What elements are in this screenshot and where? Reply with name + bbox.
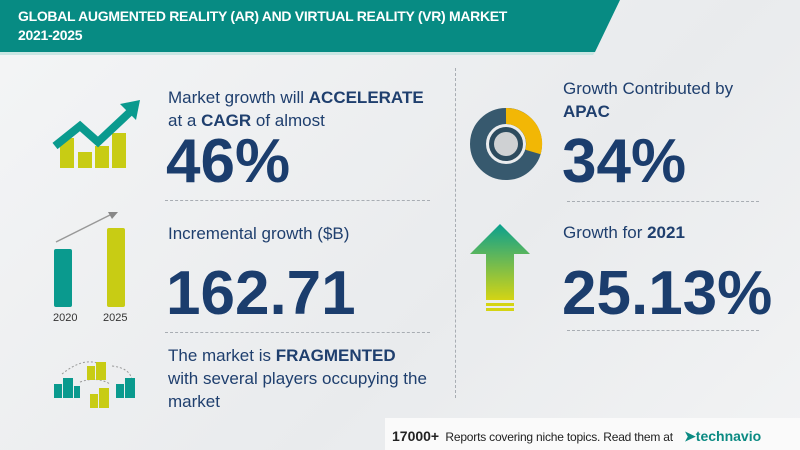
growth-bar-comparison-icon bbox=[54, 212, 125, 307]
technavio-logo[interactable]: ➤technavio bbox=[684, 428, 762, 444]
donut-chart-icon bbox=[470, 108, 543, 180]
column-divider bbox=[455, 68, 456, 398]
header-background bbox=[0, 0, 620, 55]
region-value: 34% bbox=[562, 127, 687, 196]
footer-bar bbox=[385, 418, 800, 450]
divider bbox=[165, 332, 430, 333]
yoy-growth-label: Growth for 2021 bbox=[563, 223, 685, 242]
bar-year-2025: 2025 bbox=[103, 312, 128, 324]
connected-buildings-icon bbox=[54, 361, 135, 408]
up-arrow-icon bbox=[470, 224, 530, 311]
page-title: GLOBAL AUGMENTED REALITY (AR) AND VIRTUA… bbox=[18, 8, 508, 43]
bar-year-2020: 2020 bbox=[53, 312, 78, 324]
incremental-growth-value: 162.71 bbox=[166, 259, 356, 328]
incremental-growth-label: Incremental growth ($B) bbox=[168, 224, 350, 243]
cagr-label: Market growth will ACCELERATE at a CAGR … bbox=[168, 88, 424, 130]
yoy-growth-value: 25.13% bbox=[562, 259, 773, 328]
trend-up-bar-chart-icon bbox=[52, 100, 140, 168]
divider bbox=[165, 200, 430, 201]
divider bbox=[567, 201, 759, 202]
region-label: Growth Contributed by APAC bbox=[563, 79, 734, 121]
footer: 17000+ Reports covering niche topics. Re… bbox=[392, 428, 762, 444]
market-structure-label: The market is FRAGMENTED with several pl… bbox=[168, 346, 427, 411]
header-banner: GLOBAL AUGMENTED REALITY (AR) AND VIRTUA… bbox=[0, 0, 800, 56]
divider bbox=[567, 330, 759, 331]
cagr-value: 46% bbox=[166, 127, 291, 196]
